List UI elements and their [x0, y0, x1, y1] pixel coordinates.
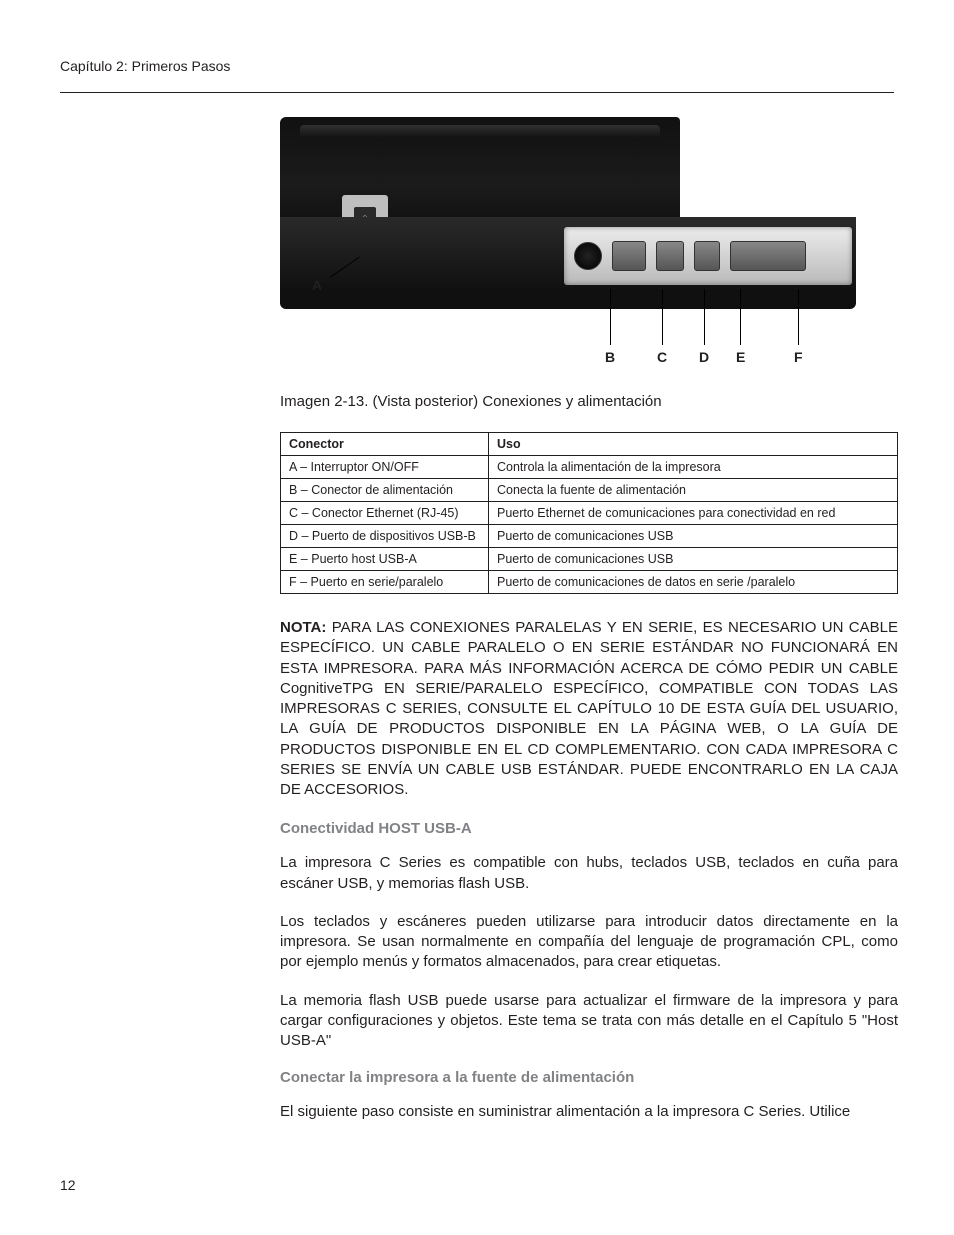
th-uso: Uso — [489, 433, 898, 456]
nota-label: NOTA: — [280, 619, 326, 636]
table-header-row: Conector Uso — [281, 433, 898, 456]
leader-b — [610, 289, 611, 345]
callout-a: A — [312, 277, 322, 293]
figure-printer-rear: ○ A B C D E F — [280, 117, 856, 379]
cell-conector: C – Conector Ethernet (RJ-45) — [281, 502, 489, 525]
port-power — [574, 242, 602, 270]
callout-f: F — [794, 349, 803, 365]
port-serial — [730, 241, 806, 271]
power-p1: El siguiente paso consiste en suministra… — [280, 1102, 898, 1122]
callout-d: D — [699, 349, 709, 365]
cell-uso: Controla la alimentación de la impresora — [489, 456, 898, 479]
nota-text: PARA LAS CONEXIONES PARALELAS Y EN SERIE… — [280, 619, 898, 798]
heading-power: Conectar la impresora a la fuente de ali… — [280, 1069, 898, 1086]
leader-c — [662, 289, 663, 345]
usb-p3: La memoria flash USB puede usarse para a… — [280, 991, 898, 1052]
cell-conector: A – Interruptor ON/OFF — [281, 456, 489, 479]
printer-body — [280, 117, 680, 232]
cell-uso: Puerto de comunicaciones USB — [489, 548, 898, 571]
port-strip — [564, 227, 852, 285]
callout-b: B — [605, 349, 615, 365]
leader-d — [704, 289, 705, 345]
cell-uso: Conecta la fuente de alimentación — [489, 479, 898, 502]
callout-e: E — [736, 349, 745, 365]
cell-conector: F – Puerto en serie/paralelo — [281, 571, 489, 594]
heading-usb: Conectividad HOST USB-A — [280, 820, 898, 837]
page-number: 12 — [60, 1177, 76, 1193]
table-row: D – Puerto de dispositivos USB-B Puerto … — [281, 525, 898, 548]
table-row: F – Puerto en serie/paralelo Puerto de c… — [281, 571, 898, 594]
callout-c: C — [657, 349, 667, 365]
table-row: A – Interruptor ON/OFF Controla la alime… — [281, 456, 898, 479]
cell-uso: Puerto Ethernet de comunicaciones para c… — [489, 502, 898, 525]
printer-highlight — [300, 125, 660, 137]
port-usb-b — [656, 241, 684, 271]
nota-paragraph: NOTA: PARA LAS CONEXIONES PARALELAS Y EN… — [280, 618, 898, 800]
table-row: C – Conector Ethernet (RJ-45) Puerto Eth… — [281, 502, 898, 525]
port-usb-a — [694, 241, 720, 271]
table-row: E – Puerto host USB-A Puerto de comunica… — [281, 548, 898, 571]
th-conector: Conector — [281, 433, 489, 456]
usb-p1: La impresora C Series es compatible con … — [280, 853, 898, 894]
leader-f — [798, 289, 799, 345]
chapter-header: Capítulo 2: Primeros Pasos — [60, 58, 894, 93]
connector-table: Conector Uso A – Interruptor ON/OFF Cont… — [280, 432, 898, 594]
cell-conector: E – Puerto host USB-A — [281, 548, 489, 571]
cell-conector: B – Conector de alimentación — [281, 479, 489, 502]
cell-conector: D – Puerto de dispositivos USB-B — [281, 525, 489, 548]
cell-uso: Puerto de comunicaciones de datos en ser… — [489, 571, 898, 594]
usb-p2: Los teclados y escáneres pueden utilizar… — [280, 912, 898, 973]
table-row: B – Conector de alimentación Conecta la … — [281, 479, 898, 502]
figure-caption: Imagen 2-13. (Vista posterior) Conexione… — [280, 393, 898, 410]
leader-e — [740, 289, 741, 345]
port-ethernet — [612, 241, 646, 271]
main-content: ○ A B C D E F Imagen 2-13. (Vista poster… — [280, 117, 898, 1123]
cell-uso: Puerto de comunicaciones USB — [489, 525, 898, 548]
